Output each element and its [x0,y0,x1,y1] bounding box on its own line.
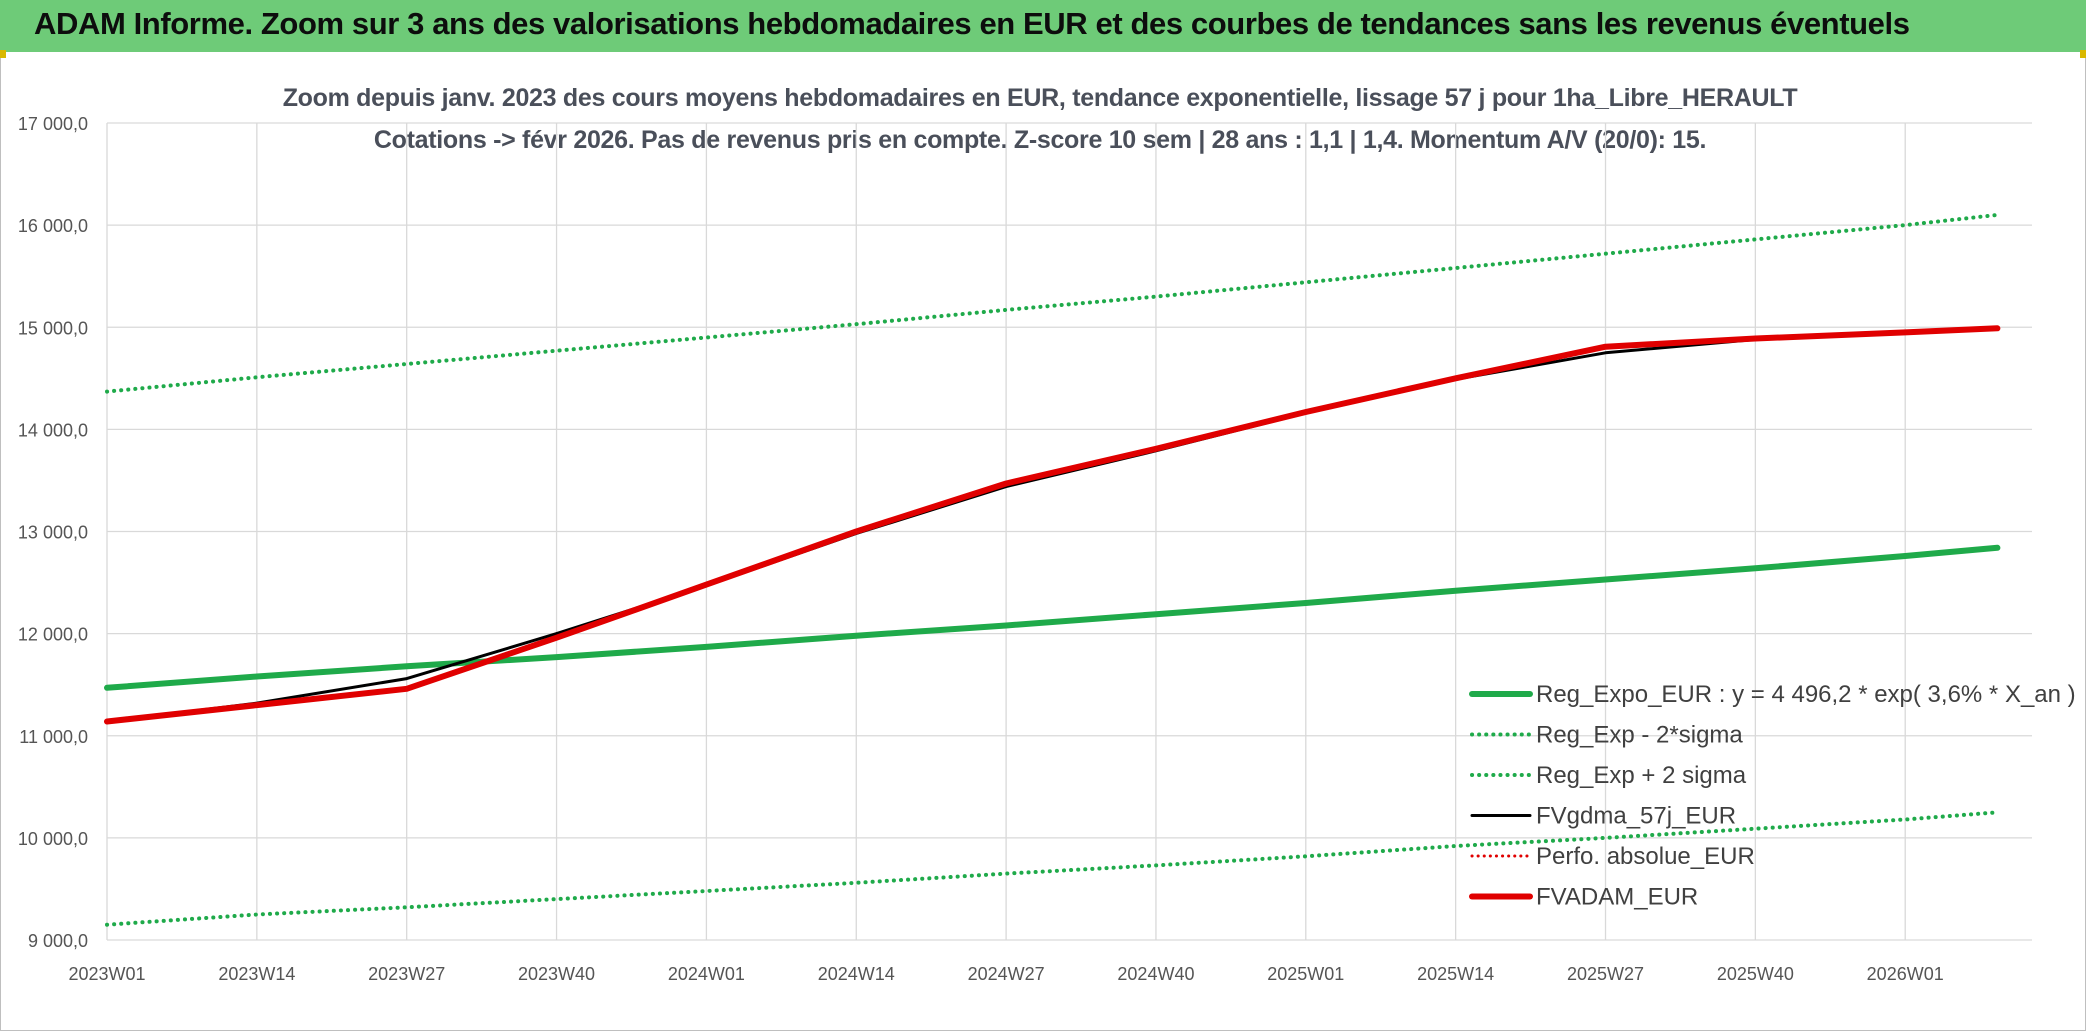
y-tick-label: 15 000,0 [18,318,88,338]
y-tick-label: 17 000,0 [18,114,88,134]
series-line-4 [105,326,1999,723]
y-tick-label: 10 000,0 [18,829,88,849]
legend-label-1: Reg_Expo_EUR : y = 4 496,2 * exp( 3,6% *… [1536,681,2076,708]
series-line-5 [105,326,1999,723]
chart-title-line2: Cotations -> févr 2026. Pas de revenus p… [373,126,1707,154]
banner-corner-left [0,50,6,58]
chart-title-line1: Zoom depuis janv. 2023 des cours moyens … [282,84,1798,112]
x-tick-label: 2024W40 [1117,964,1194,984]
legend-label-6: FVADAM_EUR [1536,884,1698,911]
legend-label-4: FVgdma_57j_EUR [1536,803,1736,830]
y-tick-label: 16 000,0 [18,216,88,236]
legend-label-5: Perfo. absolue_EUR [1536,843,1755,870]
y-tick-label: 9 000,0 [28,931,88,951]
series-line-2 [105,810,2000,927]
series-line-3 [105,212,2000,394]
banner-title: ADAM Informe. Zoom sur 3 ans des valoris… [34,6,1910,41]
y-tick-label: 11 000,0 [19,727,88,747]
x-tick-label: 2023W14 [218,964,295,984]
legend-label-3: Reg_Exp + 2 sigma [1536,762,1747,789]
y-tick-label: 14 000,0 [18,420,88,440]
x-tick-label: 2025W27 [1567,964,1644,984]
banner-corner-right [2080,50,2086,58]
y-tick-label: 13 000,0 [18,523,88,543]
y-tick-label: 12 000,0 [18,625,88,645]
x-tick-label: 2023W27 [368,964,445,984]
x-tick-label: 2024W01 [668,964,745,984]
x-tick-label: 2025W01 [1267,964,1344,984]
series-line-1 [104,544,2001,691]
x-tick-label: 2023W40 [518,964,595,984]
legend-label-2: Reg_Exp - 2*sigma [1536,722,1743,749]
x-tick-label: 2025W40 [1717,964,1794,984]
title-banner: ADAM Informe. Zoom sur 3 ans des valoris… [0,0,2086,58]
x-tick-label: 2024W14 [818,964,895,984]
x-tick-label: 2024W27 [968,964,1045,984]
x-tick-label: 2026W01 [1867,964,1944,984]
x-tick-label: 2025W14 [1417,964,1494,984]
x-tick-label: 2023W01 [68,964,145,984]
series-line-6 [104,325,2001,725]
